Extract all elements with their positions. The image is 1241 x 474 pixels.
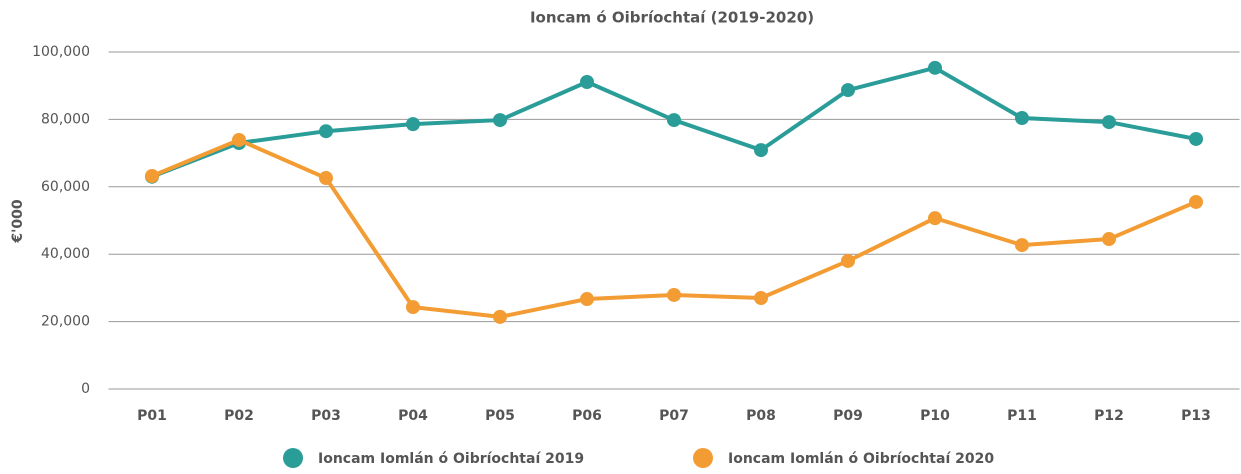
legend-marker (693, 448, 713, 468)
legend-label: Ioncam Iomlán ó Oibríochtaí 2020 (728, 451, 994, 467)
y-tick-label: 100,000 (32, 44, 90, 60)
data-point (319, 171, 333, 186)
data-point (1015, 238, 1029, 253)
y-tick-label: 40,000 (41, 246, 90, 262)
x-tick-label: P05 (485, 408, 515, 424)
data-point (493, 113, 507, 128)
data-point (406, 117, 420, 132)
y-axis-label: €'000 (10, 199, 26, 244)
data-point (580, 74, 594, 89)
data-point (754, 291, 768, 306)
data-point (841, 253, 855, 268)
data-point (667, 287, 681, 302)
legend-label: Ioncam Iomlán ó Oibríochtaí 2019 (318, 451, 584, 467)
x-tick-label: P11 (1007, 408, 1037, 424)
data-point (232, 132, 246, 147)
data-point (1015, 111, 1029, 126)
y-tick-label: 80,000 (41, 111, 90, 127)
data-point (493, 309, 507, 324)
x-tick-label: P01 (137, 408, 167, 424)
data-point (841, 83, 855, 98)
legend-marker (283, 448, 303, 468)
y-tick-label: 0 (81, 381, 90, 397)
data-point (1102, 232, 1116, 247)
data-point (667, 113, 681, 128)
x-tick-label: P02 (224, 408, 254, 424)
data-point (928, 211, 942, 226)
data-point (1189, 131, 1203, 146)
data-point (319, 124, 333, 139)
x-tick-label: P07 (659, 408, 689, 424)
x-tick-label: P06 (572, 408, 602, 424)
chart-title: Ioncam ó Oibríochtaí (2019-2020) (530, 9, 814, 27)
x-tick-label: P08 (746, 408, 776, 424)
x-tick-label: P10 (920, 408, 950, 424)
data-point (754, 143, 768, 158)
data-point (928, 60, 942, 75)
x-tick-label: P04 (398, 408, 428, 424)
data-point (1189, 194, 1203, 209)
data-point (580, 292, 594, 307)
data-point (145, 169, 159, 184)
x-tick-label: P13 (1181, 408, 1211, 424)
data-point (406, 300, 420, 315)
y-tick-label: 60,000 (41, 179, 90, 195)
x-tick-label: P09 (833, 408, 863, 424)
x-tick-label: P03 (311, 408, 341, 424)
data-point (1102, 115, 1116, 130)
y-tick-label: 20,000 (41, 314, 90, 330)
x-tick-label: P12 (1094, 408, 1124, 424)
